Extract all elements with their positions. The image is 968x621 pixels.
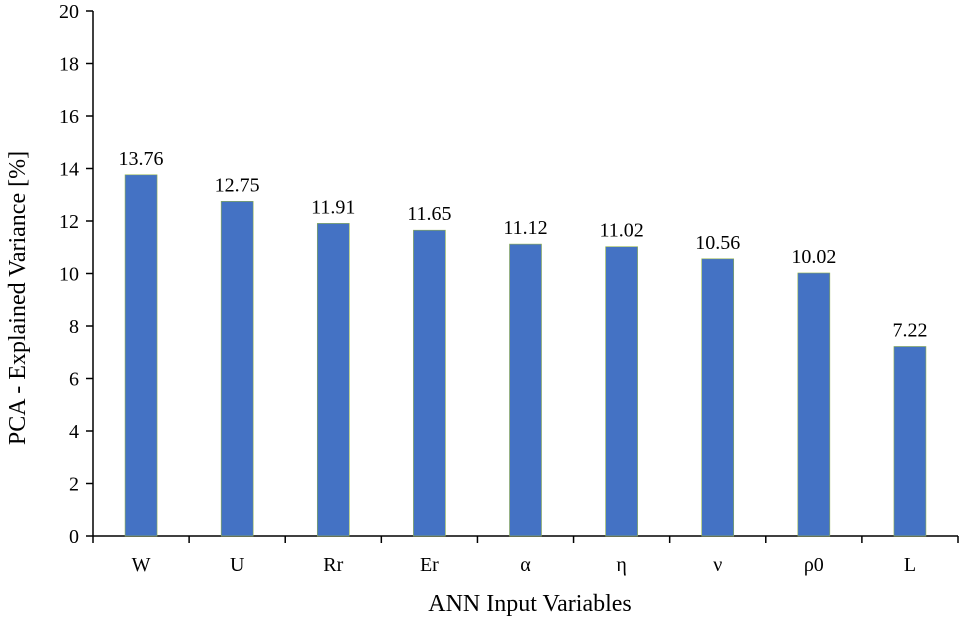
y-tick-label: 12 bbox=[59, 211, 79, 233]
x-tick-label: Rr bbox=[323, 554, 343, 576]
x-tick-label: η bbox=[616, 554, 626, 576]
x-tick-label: ρ0 bbox=[804, 554, 824, 576]
data-label: 11.91 bbox=[311, 196, 355, 218]
x-tick-label: W bbox=[132, 554, 151, 576]
x-tick-label: Er bbox=[420, 554, 439, 576]
bar bbox=[220, 201, 254, 537]
x-tick-label: L bbox=[904, 554, 916, 576]
data-label: 13.76 bbox=[119, 148, 164, 170]
data-labels: 13.76 12.75 11.91 11.65 11.12 11.02 10.56 10.02… bbox=[119, 148, 928, 342]
bar bbox=[124, 174, 158, 537]
y-tick-label: 10 bbox=[59, 264, 79, 286]
bar bbox=[509, 243, 542, 537]
y-axis-title: PCA - Explained Variance [%] bbox=[5, 151, 31, 445]
x-tick-label: α bbox=[520, 554, 531, 576]
bars bbox=[124, 174, 927, 537]
data-label: 7.22 bbox=[892, 319, 927, 341]
y-tick-label: 2 bbox=[69, 474, 79, 496]
y-tick-label: 14 bbox=[59, 159, 79, 181]
y-tick-label: 8 bbox=[69, 316, 79, 338]
bar bbox=[893, 346, 927, 537]
data-label: 11.65 bbox=[407, 203, 451, 225]
x-tick-label: ν bbox=[713, 554, 722, 576]
data-label: 10.02 bbox=[791, 246, 836, 268]
bar bbox=[701, 258, 735, 537]
y-tick-label: 6 bbox=[69, 369, 79, 391]
y-tick-label: 18 bbox=[59, 54, 79, 76]
data-label: 11.02 bbox=[599, 220, 643, 242]
x-axis: W U Rr Er α η ν ρ0 L bbox=[92, 535, 959, 576]
x-axis-title: ANN Input Variables bbox=[428, 591, 632, 617]
y-tick-label: 16 bbox=[59, 106, 79, 128]
x-tick-label: U bbox=[230, 554, 245, 576]
y-tick-label: 0 bbox=[69, 526, 79, 548]
bar bbox=[413, 229, 446, 537]
bar bbox=[797, 272, 831, 537]
data-label: 11.12 bbox=[503, 217, 547, 239]
data-label: 12.75 bbox=[215, 174, 260, 196]
y-axis: 0 2 4 6 8 10 12 14 16 18 20 bbox=[59, 1, 94, 548]
data-label: 10.56 bbox=[695, 232, 740, 254]
y-tick-label: 4 bbox=[69, 421, 79, 443]
bar bbox=[605, 246, 638, 537]
y-tick-label: 20 bbox=[59, 1, 79, 23]
bar bbox=[316, 223, 350, 537]
